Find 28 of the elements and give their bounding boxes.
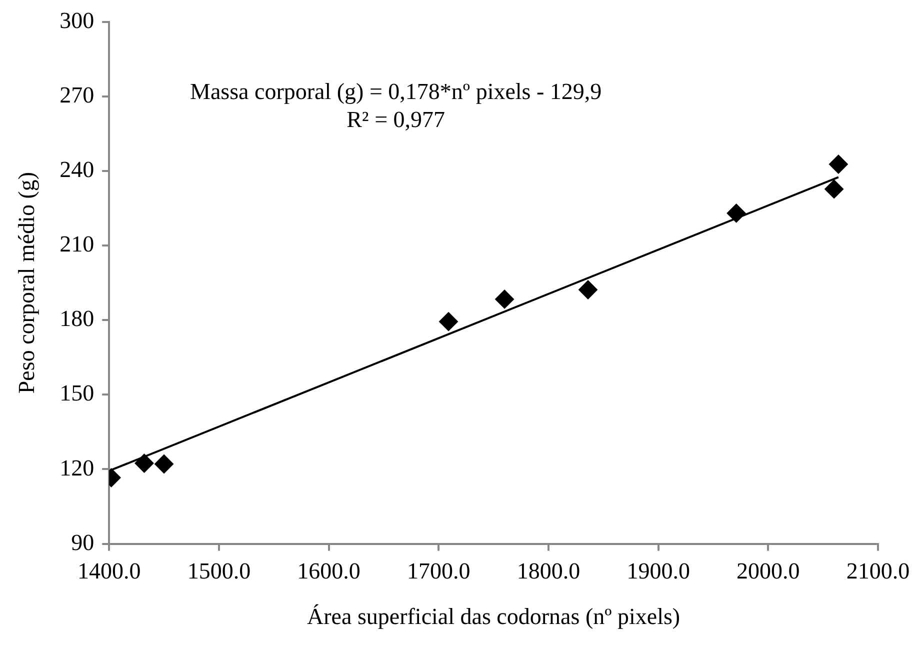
point (578, 280, 598, 300)
x-tick-label: 1900.0 (626, 558, 690, 584)
y-axis-title: Peso corporal médio (g) (14, 172, 39, 394)
y-tick-label: 180 (60, 306, 94, 332)
y-tick-label: 90 (71, 530, 94, 555)
point (134, 454, 154, 473)
y-tick-label: 210 (60, 232, 94, 257)
x-tick-label: 1600.0 (297, 558, 360, 584)
x-tick-label: 1500.0 (187, 558, 251, 584)
y-tick-label: 120 (60, 455, 94, 480)
point (439, 312, 458, 332)
point (828, 154, 848, 174)
x-tick-label: 1400.0 (77, 558, 141, 584)
x-tick-label: 1700.0 (407, 558, 470, 584)
y-tick-label: 150 (60, 380, 94, 406)
point (495, 290, 514, 309)
point (154, 454, 174, 474)
point (824, 180, 844, 199)
annotation: Massa corporal (g) = 0,178*nº pixels - 129,9 (190, 78, 602, 106)
x-axis-title: Área superficial das codornas (nº pixels) (307, 604, 680, 630)
x-tick-label: 1800.0 (516, 558, 580, 584)
y-tick-label: 300 (60, 8, 94, 33)
y-tick-label: 240 (60, 156, 94, 182)
x-tick-label: 2000.0 (736, 558, 800, 584)
point (726, 204, 746, 223)
y-tick-label: 270 (60, 82, 94, 108)
annotation: R² = 0,977 (346, 106, 446, 134)
x-tick-label: 2100.0 (846, 558, 910, 584)
